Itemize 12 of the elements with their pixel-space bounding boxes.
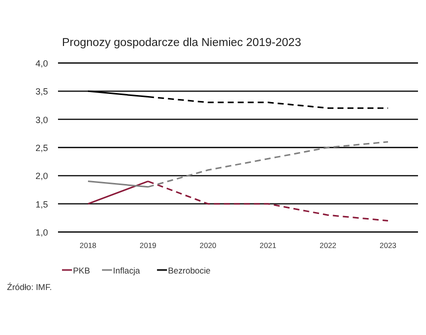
- chart-title: Prognozy gospodarcze dla Niemiec 2019-2023: [62, 37, 302, 49]
- legend-label: Bezrobocie: [168, 266, 211, 276]
- y-tick-label: 3,0: [35, 114, 48, 125]
- legend-label: Inflacja: [113, 266, 140, 276]
- text: Źródło: IMF.: [7, 282, 52, 292]
- y-tick-label: 4,0: [35, 58, 48, 68]
- y-tick-label: 3,5: [35, 86, 48, 97]
- y-tick-label: 1,0: [35, 228, 48, 238]
- y-tick-label: 1,5: [35, 199, 48, 210]
- y-tick-label: 2,0: [35, 171, 48, 182]
- legend-label: PKB: [73, 266, 90, 276]
- y-tick-label: 2,5: [35, 143, 48, 153]
